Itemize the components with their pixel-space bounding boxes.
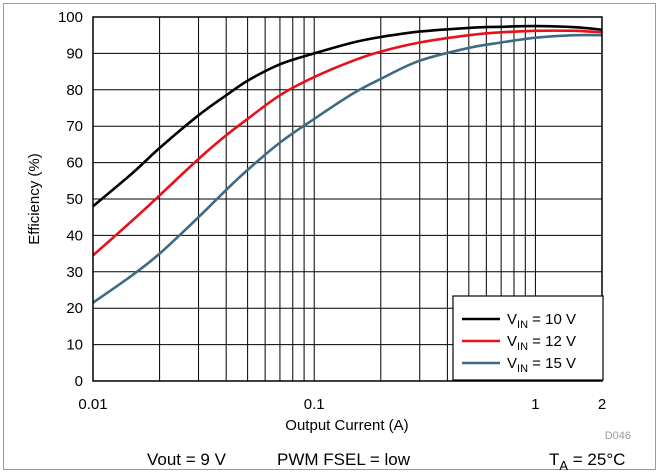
temperature-value: = 25°C (568, 450, 625, 469)
temperature-subscript: A (559, 458, 568, 473)
y-tick-label: 30 (66, 264, 83, 281)
temperature-symbol: T (549, 450, 559, 469)
y-tick-label: 20 (66, 300, 83, 317)
plot-border (92, 16, 603, 382)
legend-label-2: VIN = 12 V (507, 333, 576, 353)
x-tick-label: 1 (531, 396, 539, 413)
y-tick-label: 40 (66, 227, 83, 244)
y-axis-title: Efficiency (%) (26, 153, 43, 244)
condition-vout: Vout = 9 V (147, 450, 227, 469)
x-tick-label: 0.01 (78, 396, 107, 413)
x-tick-label: 0.1 (304, 396, 325, 413)
x-tick-labels: 0.01 0.1 1 2 (78, 396, 606, 413)
y-tick-label: 80 (66, 82, 83, 99)
y-tick-label: 10 (66, 337, 83, 354)
y-tick-label: 100 (58, 9, 83, 26)
legend-box (452, 295, 604, 381)
y-tick-label: 70 (66, 118, 83, 135)
y-tick-label: 60 (66, 155, 83, 172)
condition-temperature: TA = 25°C (549, 450, 625, 473)
efficiency-curve-1 (92, 24, 603, 208)
y-tick-label: 90 (66, 45, 83, 62)
efficiency-curve-3 (92, 33, 603, 304)
condition-pwm: PWM FSEL = low (277, 450, 411, 469)
y-tick-label: 50 (66, 191, 83, 208)
y-tick-label: 0 (75, 373, 83, 390)
curves (92, 24, 603, 304)
efficiency-curve-2 (92, 29, 603, 257)
figure-code: D046 (605, 430, 631, 442)
x-axis-title: Output Current (A) (285, 417, 408, 434)
figure-frame (3, 3, 656, 470)
x-tick-label: 2 (598, 396, 606, 413)
grid-lines (93, 17, 602, 381)
legend-label-3: VIN = 15 V (507, 355, 576, 375)
y-tick-labels: 0 10 20 30 40 50 60 70 80 90 100 (58, 9, 83, 390)
legend-label-1: VIN = 10 V (507, 311, 576, 331)
